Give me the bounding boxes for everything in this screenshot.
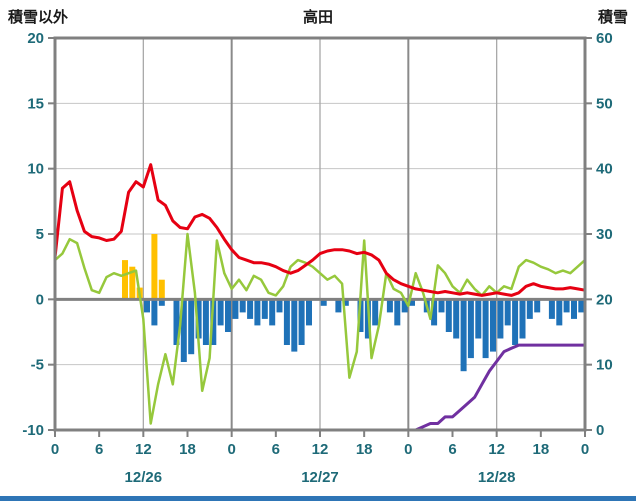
svg-text:0: 0 bbox=[227, 441, 235, 458]
svg-text:20: 20 bbox=[596, 291, 613, 308]
svg-text:50: 50 bbox=[596, 95, 613, 112]
day-labels: 12/26 12/27 12/28 bbox=[125, 469, 516, 486]
svg-text:5: 5 bbox=[36, 226, 44, 243]
precipitation-bars bbox=[144, 299, 585, 372]
svg-text:0: 0 bbox=[51, 441, 59, 458]
svg-text:6: 6 bbox=[95, 441, 103, 458]
svg-text:12/28: 12/28 bbox=[478, 469, 516, 486]
plot-frame bbox=[53, 36, 587, 432]
svg-text:0: 0 bbox=[581, 441, 589, 458]
svg-text:12: 12 bbox=[135, 441, 152, 458]
svg-text:6: 6 bbox=[448, 441, 456, 458]
svg-text:-10: -10 bbox=[22, 422, 44, 439]
svg-text:0: 0 bbox=[404, 441, 412, 458]
svg-text:60: 60 bbox=[596, 30, 613, 47]
svg-text:20: 20 bbox=[27, 30, 44, 47]
svg-text:18: 18 bbox=[179, 441, 196, 458]
svg-text:12: 12 bbox=[312, 441, 329, 458]
station-title: 高田 bbox=[302, 9, 334, 26]
svg-text:18: 18 bbox=[532, 441, 549, 458]
left-axis-title: 積雪以外 bbox=[8, 9, 69, 26]
svg-text:0: 0 bbox=[596, 422, 604, 439]
svg-text:12/27: 12/27 bbox=[301, 469, 339, 486]
svg-text:15: 15 bbox=[27, 95, 44, 112]
svg-text:-5: -5 bbox=[31, 357, 44, 374]
svg-text:6: 6 bbox=[272, 441, 280, 458]
bottom-border-strip bbox=[0, 496, 636, 501]
x-axis: 0 6 12 18 0 6 12 18 0 6 12 18 0 bbox=[51, 431, 589, 458]
svg-text:10: 10 bbox=[596, 357, 613, 374]
svg-text:10: 10 bbox=[27, 161, 44, 178]
right-axis: 60 50 40 30 20 10 0 bbox=[586, 30, 613, 439]
vertical-gridlines bbox=[142, 38, 498, 430]
svg-text:12/26: 12/26 bbox=[125, 469, 163, 486]
svg-text:0: 0 bbox=[36, 291, 44, 308]
temperature-line bbox=[53, 163, 587, 297]
svg-text:18: 18 bbox=[356, 441, 373, 458]
svg-text:30: 30 bbox=[596, 226, 613, 243]
svg-text:40: 40 bbox=[596, 161, 613, 178]
right-axis-title: 積雪 bbox=[597, 9, 628, 26]
svg-text:12: 12 bbox=[488, 441, 505, 458]
left-axis: 20 15 10 5 0 -5 -10 bbox=[22, 30, 54, 439]
